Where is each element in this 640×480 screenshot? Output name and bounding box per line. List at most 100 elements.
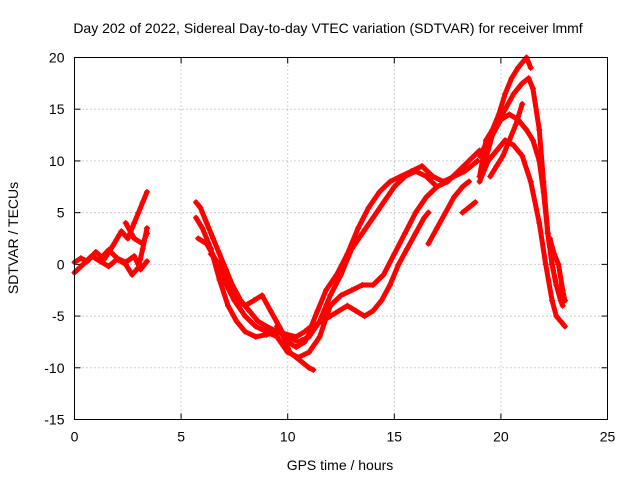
data-point-marker <box>508 75 515 82</box>
data-point-marker <box>131 219 138 226</box>
data-point-marker <box>359 230 366 237</box>
data-point-marker <box>557 318 564 325</box>
data-point-marker <box>274 323 281 330</box>
data-point-marker <box>310 366 317 373</box>
data-point-marker <box>216 261 223 268</box>
data-point-marker <box>395 261 402 268</box>
data-point-marker <box>476 152 483 159</box>
x-tick-labels: 0 5 10 15 20 25 <box>71 429 616 445</box>
data-point-marker <box>143 230 150 237</box>
data-point-marker <box>376 188 383 195</box>
data-point-marker <box>306 364 313 371</box>
data-point-marker <box>380 199 387 206</box>
data-point-marker <box>472 199 479 206</box>
data-point-marker <box>252 323 259 330</box>
data-point-marker <box>553 313 560 320</box>
data-point-marker <box>242 313 249 320</box>
data-point-marker <box>378 297 385 304</box>
data-point-marker <box>549 297 556 304</box>
data-point-marker <box>259 292 266 299</box>
data-point-marker <box>525 75 532 82</box>
data-point-marker <box>519 80 526 87</box>
data-point-marker <box>433 225 440 232</box>
data-point-marker <box>139 199 146 206</box>
data-point-marker <box>109 242 116 249</box>
y-axis-label: SDTVAR / TECUs <box>5 182 21 294</box>
data-point-marker <box>263 323 270 330</box>
data-point-marker <box>468 163 475 170</box>
x-tick-label: 10 <box>280 429 296 445</box>
data-point-marker <box>335 307 342 314</box>
data-point-marker <box>299 359 306 366</box>
data-point-marker <box>252 333 259 340</box>
data-point-marker <box>461 168 468 175</box>
series-line <box>487 101 525 179</box>
data-point-marker <box>254 318 261 325</box>
data-point-marker <box>210 235 217 242</box>
data-point-marker <box>233 297 240 304</box>
data-point-marker <box>139 240 146 247</box>
series-line <box>195 184 440 360</box>
series-trace-c <box>97 246 150 273</box>
data-point-marker <box>338 271 344 278</box>
data-point-marker <box>207 251 214 258</box>
data-point-marker <box>544 230 551 237</box>
y-tick-label: 20 <box>49 50 65 66</box>
data-point-marker <box>267 307 274 314</box>
data-point-marker <box>493 147 500 154</box>
data-point-marker <box>280 333 287 340</box>
axis-ticks <box>74 57 608 420</box>
data-point-marker <box>327 302 334 309</box>
data-point-marker <box>348 245 355 252</box>
data-point-marker <box>502 90 509 97</box>
y-tick-label: 15 <box>49 101 65 117</box>
data-point-marker <box>310 323 317 330</box>
data-point-marker <box>348 287 355 294</box>
x-axis-label: GPS time / hours <box>287 457 394 473</box>
data-point-marker <box>327 313 334 320</box>
data-point-marker <box>369 307 376 314</box>
data-point-marker <box>301 338 308 345</box>
data-point-marker <box>401 173 408 180</box>
data-point-marker <box>387 282 394 289</box>
data-point-marker <box>361 313 368 320</box>
data-point-marker <box>546 235 553 242</box>
data-point-marker <box>391 251 398 258</box>
data-point-marker <box>506 111 513 118</box>
data-point-marker <box>459 209 466 216</box>
data-point-marker <box>88 253 95 260</box>
data-point-marker <box>506 137 513 144</box>
data-point-marker <box>404 245 411 252</box>
data-point-marker <box>242 328 249 335</box>
data-point-marker <box>225 302 232 309</box>
data-point-marker <box>225 282 232 289</box>
data-point-marker <box>143 188 150 195</box>
data-point-marker <box>246 307 253 314</box>
series-trace-g <box>195 183 440 361</box>
data-point-marker <box>369 282 376 289</box>
data-point-marker <box>250 297 257 304</box>
data-point-marker <box>139 245 146 252</box>
data-point-marker <box>233 318 240 325</box>
series-trace-i <box>274 323 317 373</box>
series-trace-d <box>122 219 150 247</box>
data-point-marker <box>323 287 330 294</box>
data-point-marker <box>512 121 519 128</box>
data-point-marker <box>131 235 138 242</box>
data-point-marker <box>314 307 321 314</box>
y-tick-label: 0 <box>57 256 65 272</box>
data-point-marker <box>380 271 387 278</box>
data-point-marker <box>193 199 200 206</box>
data-point-marker <box>527 64 534 71</box>
series-trace-o <box>476 137 568 330</box>
data-point-marker <box>199 225 206 232</box>
data-point-marker <box>92 248 99 255</box>
data-point-marker <box>122 219 129 226</box>
data-point-marker <box>412 209 419 216</box>
data-point-marker <box>286 349 293 356</box>
data-point-marker <box>489 132 496 139</box>
data-point-marker <box>365 204 372 211</box>
plot-frame <box>74 57 608 420</box>
data-point-marker <box>318 318 325 325</box>
